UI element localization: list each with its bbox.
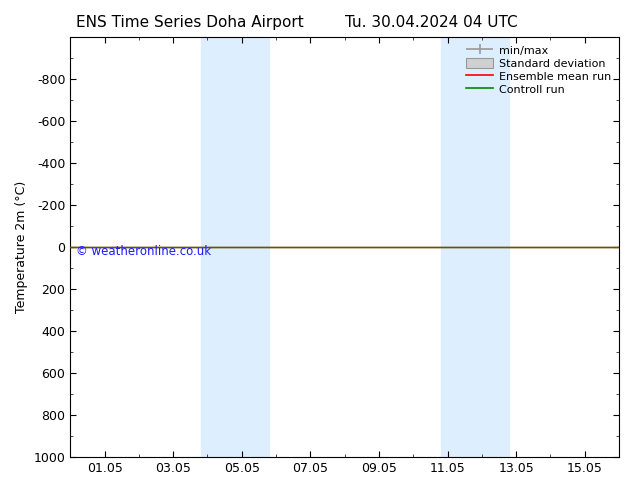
Text: Tu. 30.04.2024 04 UTC: Tu. 30.04.2024 04 UTC (345, 15, 517, 30)
Y-axis label: Temperature 2m (°C): Temperature 2m (°C) (15, 181, 28, 313)
Bar (200, 37, 269, 457)
Legend: min/max, Standard deviation, Ensemble mean run, Controll run: min/max, Standard deviation, Ensemble me… (461, 40, 616, 99)
Bar (441, 37, 509, 457)
Text: © weatheronline.co.uk: © weatheronline.co.uk (76, 245, 211, 258)
Text: ENS Time Series Doha Airport: ENS Time Series Doha Airport (76, 15, 304, 30)
